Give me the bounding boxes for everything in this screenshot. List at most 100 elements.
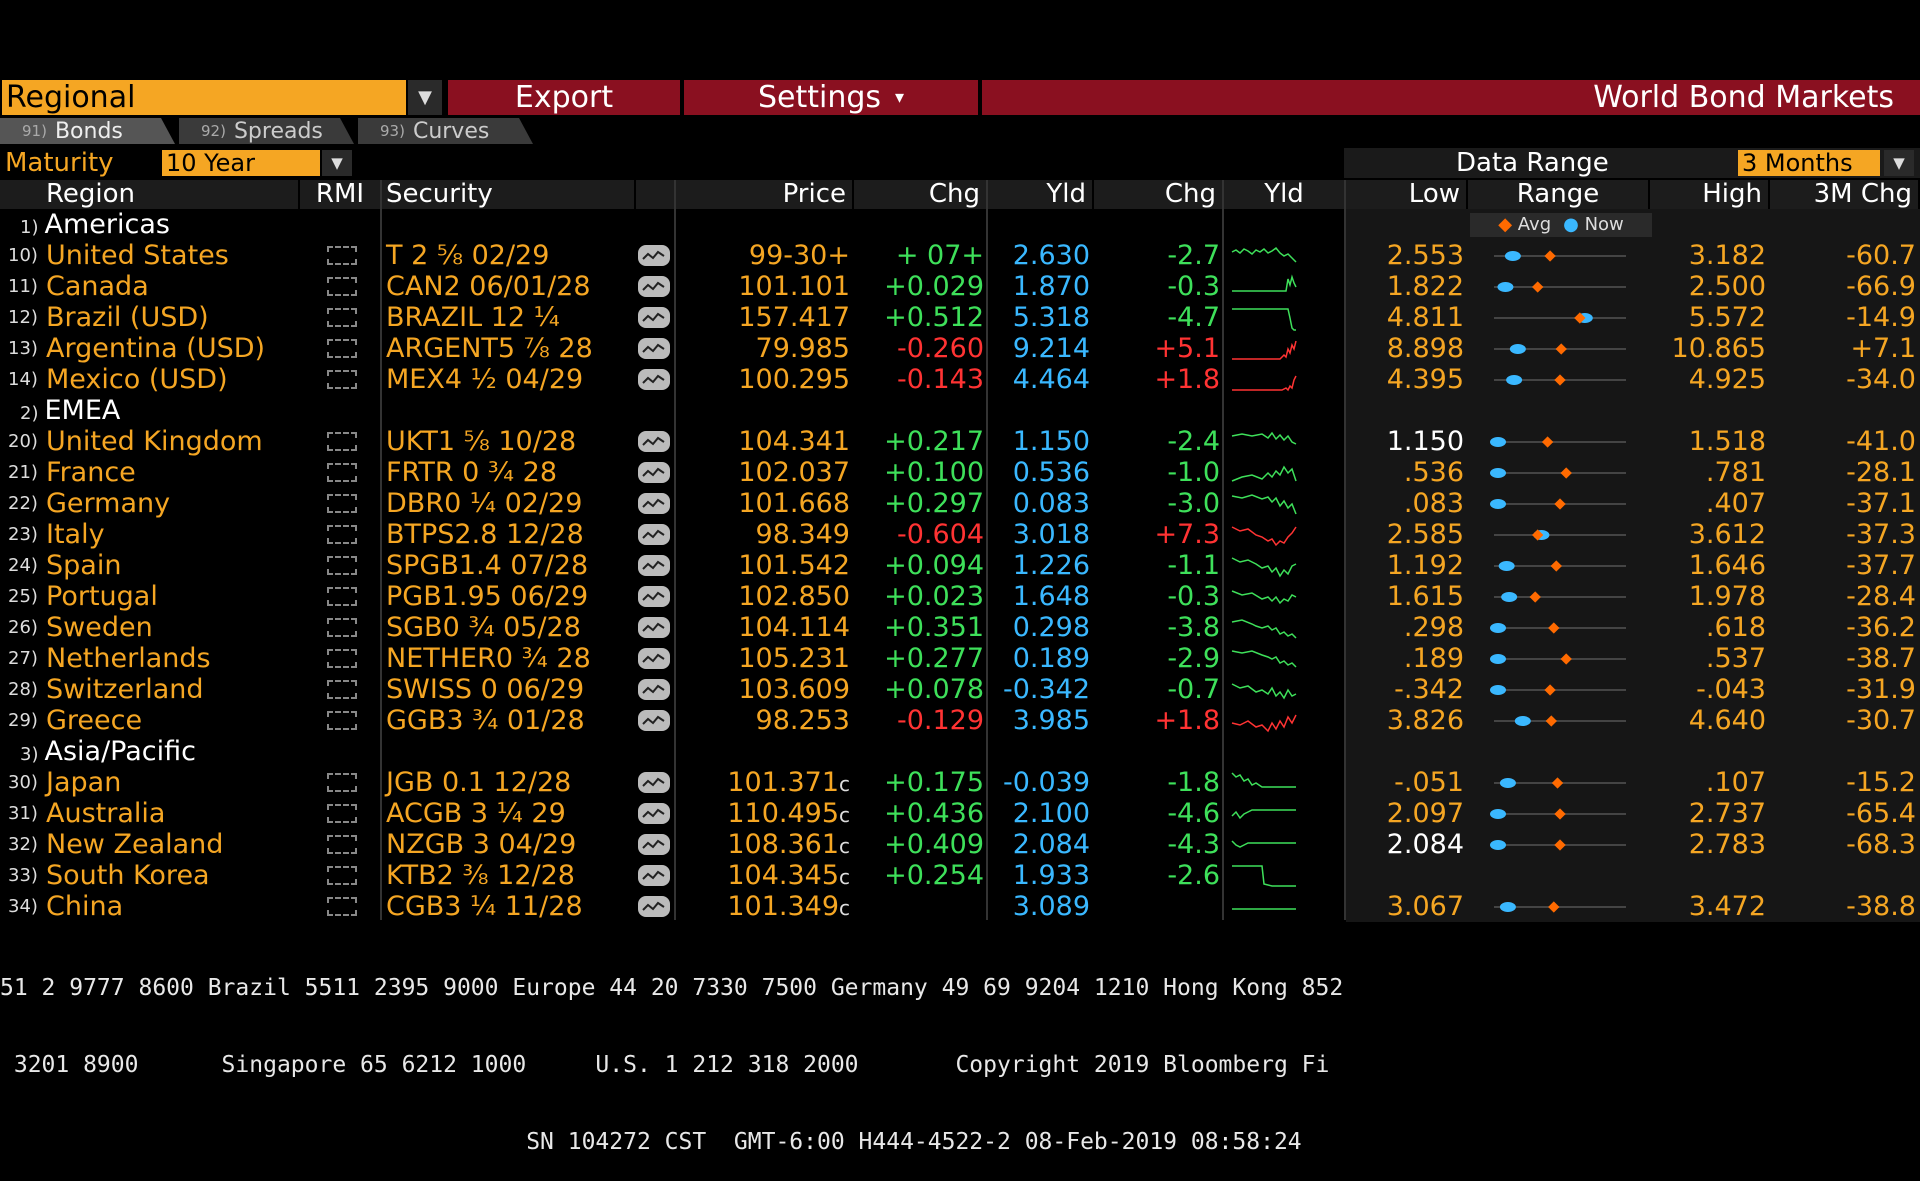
- security-name[interactable]: BRAZIL 12 ¼: [386, 302, 560, 333]
- table-row[interactable]: 27) Netherlands NETHER0 ¾ 28 105.231 +0.277 0…: [0, 643, 1920, 674]
- security-name[interactable]: T 2 ⅝ 02/29: [386, 240, 550, 271]
- chart-icon[interactable]: [638, 679, 670, 700]
- region-name[interactable]: Portugal: [46, 581, 158, 612]
- region-name[interactable]: Netherlands: [46, 643, 211, 674]
- table-row[interactable]: 32) New Zealand NZGB 3 04/29 108.361c +0.409…: [0, 829, 1920, 860]
- rmi-checkbox[interactable]: [327, 246, 357, 265]
- col-rmi[interactable]: RMI: [300, 180, 382, 209]
- region-name[interactable]: China: [46, 891, 124, 922]
- table-row[interactable]: 13) Argentina (USD) ARGENT5 ⅞ 28 79.985 -0.2…: [0, 333, 1920, 364]
- settings-button[interactable]: Settings ▾: [684, 80, 978, 115]
- chart-icon[interactable]: [638, 307, 670, 328]
- col-high[interactable]: High: [1650, 180, 1770, 209]
- security-name[interactable]: NETHER0 ¾ 28: [386, 643, 591, 674]
- col-security[interactable]: Security: [382, 180, 636, 209]
- maturity-select[interactable]: 10 Year: [162, 150, 320, 176]
- col-low[interactable]: Low: [1346, 180, 1468, 209]
- table-row[interactable]: 30) Japan JGB 0.1 12/28 101.371c +0.175 -0.03…: [0, 767, 1920, 798]
- col-range[interactable]: Range: [1468, 180, 1650, 209]
- table-row[interactable]: 20) United Kingdom UKT1 ⅝ 10/28 104.341 +0.2…: [0, 426, 1920, 457]
- region-name[interactable]: Switzerland: [46, 674, 204, 705]
- chart-icon[interactable]: [638, 555, 670, 576]
- chart-icon[interactable]: [638, 524, 670, 545]
- security-name[interactable]: ACGB 3 ¼ 29: [386, 798, 566, 829]
- col-region[interactable]: Region: [0, 180, 300, 209]
- chart-icon[interactable]: [638, 493, 670, 514]
- security-name[interactable]: FRTR 0 ¾ 28: [386, 457, 558, 488]
- table-row[interactable]: 11) Canada CAN2 06/01/28 101.101 +0.029 1.870…: [0, 271, 1920, 302]
- security-name[interactable]: GGB3 ¾ 01/28: [386, 705, 585, 736]
- chart-icon[interactable]: [638, 617, 670, 638]
- tab-spreads[interactable]: 92) Spreads: [179, 118, 354, 144]
- rmi-checkbox[interactable]: [327, 556, 357, 575]
- table-row[interactable]: 33) South Korea KTB2 ⅜ 12/28 104.345c +0.254…: [0, 860, 1920, 891]
- table-row[interactable]: 29) Greece GGB3 ¾ 01/28 98.253 -0.129 3.985 +1…: [0, 705, 1920, 736]
- group-row[interactable]: 2) EMEA: [0, 395, 1920, 426]
- rmi-checkbox[interactable]: [327, 835, 357, 854]
- rmi-checkbox[interactable]: [327, 587, 357, 606]
- region-name[interactable]: Spain: [46, 550, 122, 581]
- security-name[interactable]: NZGB 3 04/29: [386, 829, 577, 860]
- rmi-checkbox[interactable]: [327, 649, 357, 668]
- tab-bonds[interactable]: 91) Bonds: [0, 118, 175, 144]
- region-name[interactable]: Brazil (USD): [46, 302, 209, 333]
- table-row[interactable]: 23) Italy BTPS2.8 12/28 98.349 -0.604 3.018 +7…: [0, 519, 1920, 550]
- chart-icon[interactable]: [638, 772, 670, 793]
- security-name[interactable]: BTPS2.8 12/28: [386, 519, 584, 550]
- table-row[interactable]: 10) United States T 2 ⅝ 02/29 99-30+ + 07+ 2.…: [0, 240, 1920, 271]
- chart-icon[interactable]: [638, 710, 670, 731]
- col-yld-chart[interactable]: Yld: [1224, 180, 1346, 209]
- table-row[interactable]: 24) Spain SPGB1.4 07/28 101.542 +0.094 1.226 -…: [0, 550, 1920, 581]
- chart-icon[interactable]: [638, 431, 670, 452]
- region-name[interactable]: Italy: [46, 519, 105, 550]
- security-name[interactable]: ARGENT5 ⅞ 28: [386, 333, 593, 364]
- chart-icon[interactable]: [638, 648, 670, 669]
- chart-icon[interactable]: [638, 586, 670, 607]
- region-name[interactable]: Australia: [46, 798, 166, 829]
- data-range-select[interactable]: 3 Months: [1738, 150, 1880, 176]
- chart-icon[interactable]: [638, 338, 670, 359]
- chart-icon[interactable]: [638, 245, 670, 266]
- chart-icon[interactable]: [638, 834, 670, 855]
- chart-icon[interactable]: [638, 462, 670, 483]
- security-name[interactable]: SWISS 0 06/29: [386, 674, 585, 705]
- regional-select[interactable]: Regional: [2, 80, 406, 115]
- security-name[interactable]: DBR0 ¼ 02/29: [386, 488, 583, 519]
- region-name[interactable]: New Zealand: [46, 829, 224, 860]
- table-row[interactable]: 25) Portugal PGB1.95 06/29 102.850 +0.023 1.6…: [0, 581, 1920, 612]
- rmi-checkbox[interactable]: [327, 339, 357, 358]
- group-row[interactable]: 1) Americas ◆ Avg ● Now: [0, 209, 1920, 240]
- chart-icon[interactable]: [638, 803, 670, 824]
- rmi-checkbox[interactable]: [327, 804, 357, 823]
- rmi-checkbox[interactable]: [327, 618, 357, 637]
- region-name[interactable]: Germany: [46, 488, 171, 519]
- rmi-checkbox[interactable]: [327, 370, 357, 389]
- table-row[interactable]: 31) Australia ACGB 3 ¼ 29 110.495c +0.436 2.1…: [0, 798, 1920, 829]
- security-name[interactable]: MEX4 ½ 04/29: [386, 364, 584, 395]
- rmi-checkbox[interactable]: [327, 711, 357, 730]
- table-row[interactable]: 22) Germany DBR0 ¼ 02/29 101.668 +0.297 0.083…: [0, 488, 1920, 519]
- region-name[interactable]: France: [46, 457, 136, 488]
- maturity-dropdown-icon[interactable]: ▼: [322, 150, 352, 176]
- rmi-checkbox[interactable]: [327, 897, 357, 916]
- data-range-dropdown-icon[interactable]: ▼: [1884, 150, 1914, 176]
- rmi-checkbox[interactable]: [327, 308, 357, 327]
- security-name[interactable]: PGB1.95 06/29: [386, 581, 589, 612]
- table-row[interactable]: 14) Mexico (USD) MEX4 ½ 04/29 100.295 -0.143…: [0, 364, 1920, 395]
- security-name[interactable]: JGB 0.1 12/28: [386, 767, 572, 798]
- security-name[interactable]: CAN2 06/01/28: [386, 271, 591, 302]
- region-name[interactable]: South Korea: [46, 860, 210, 891]
- col-yld-chg[interactable]: Chg: [1094, 180, 1224, 209]
- region-name[interactable]: Canada: [46, 271, 149, 302]
- rmi-checkbox[interactable]: [327, 463, 357, 482]
- security-name[interactable]: SGB0 ¾ 05/28: [386, 612, 581, 643]
- security-name[interactable]: CGB3 ¼ 11/28: [386, 891, 583, 922]
- rmi-checkbox[interactable]: [327, 773, 357, 792]
- rmi-checkbox[interactable]: [327, 525, 357, 544]
- table-row[interactable]: 21) France FRTR 0 ¾ 28 102.037 +0.100 0.536 -1…: [0, 457, 1920, 488]
- chart-icon[interactable]: [638, 865, 670, 886]
- region-name[interactable]: Argentina (USD): [46, 333, 266, 364]
- col-price[interactable]: Price: [676, 180, 854, 209]
- regional-dropdown-icon[interactable]: ▼: [408, 80, 442, 115]
- region-name[interactable]: United Kingdom: [46, 426, 263, 457]
